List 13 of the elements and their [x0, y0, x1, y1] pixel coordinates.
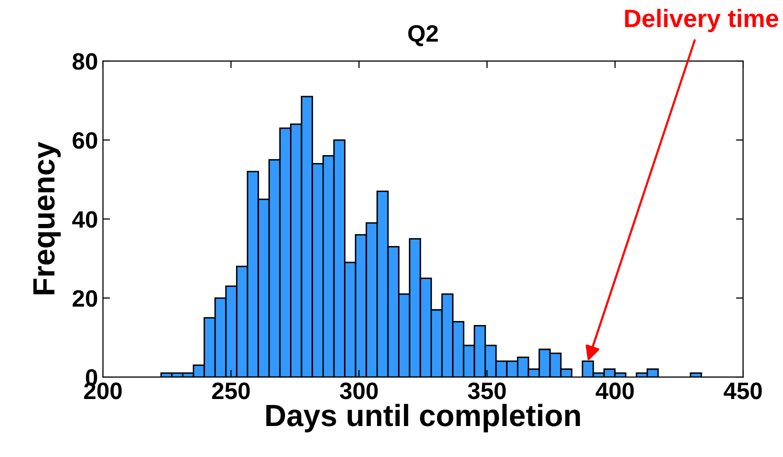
annotation: Delivery time — [625, 8, 778, 32]
x-tick-label: 250 — [212, 382, 250, 400]
x-tick-label: 350 — [468, 382, 506, 400]
x-axis-title: Days until completion — [266, 404, 580, 432]
x-tick-label: 300 — [340, 382, 378, 400]
x-tick-label: 400 — [596, 382, 634, 400]
y-axis-title: Frequency — [33, 142, 61, 294]
y-tick-label: 60 — [72, 132, 98, 149]
y-tick-label: 80 — [72, 53, 98, 70]
y-tick-label: 20 — [72, 290, 98, 307]
chart-title: Q2 — [408, 25, 438, 46]
y-tick-label: 40 — [72, 211, 98, 228]
x-tick-label: 450 — [724, 382, 762, 400]
